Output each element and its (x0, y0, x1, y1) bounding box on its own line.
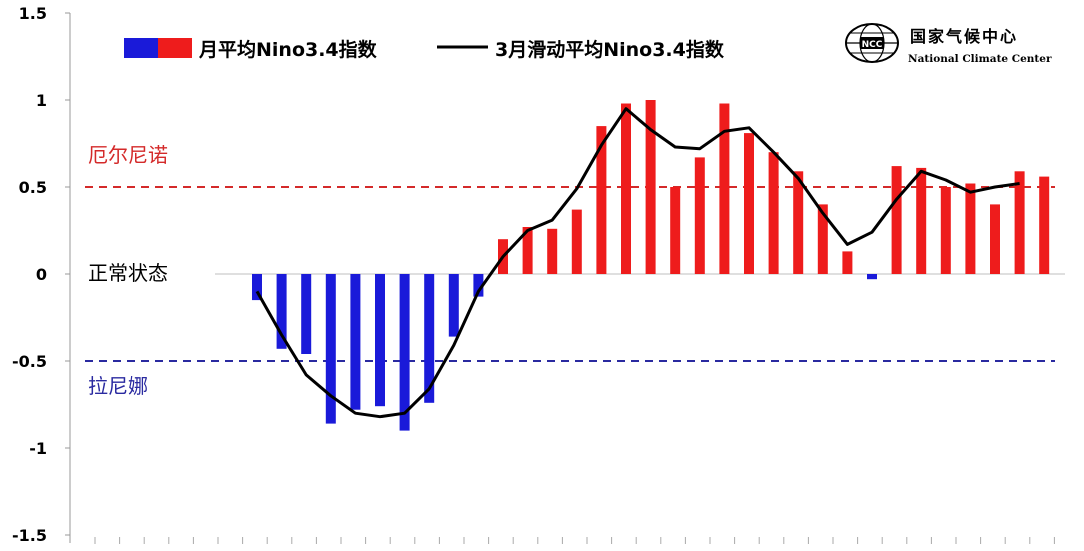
bar-2 (276, 274, 287, 349)
bar-30 (965, 183, 976, 274)
y-tick-label: -1 (29, 439, 47, 458)
y-tick-label: 0.5 (19, 178, 47, 197)
el-nino-label: 厄尔尼诺 (88, 143, 168, 167)
y-tick-label: -0.5 (12, 352, 47, 371)
legend: 月平均Nino3.4指数 3月滑动平均Nino3.4指数 (124, 38, 725, 61)
ncc-emblem-icon: NCC (845, 23, 899, 63)
legend-swatch-negative (124, 38, 158, 58)
bar-9 (448, 274, 459, 337)
bar-6 (375, 274, 385, 407)
bar-15 (596, 126, 607, 274)
y-tick-label: 1 (36, 91, 47, 110)
bar-25 (842, 251, 853, 274)
bar-20 (719, 103, 730, 274)
legend-running-label: 3月滑动平均Nino3.4指数 (495, 38, 725, 61)
bar-17 (645, 100, 656, 274)
logo-name-cn: 国家气候中心 (910, 27, 1018, 46)
bar-26 (867, 274, 877, 280)
ncc-logo: NCC 国家气候中心 National Climate Center (845, 23, 1052, 65)
bar-33 (1039, 176, 1050, 274)
bar-27 (891, 166, 902, 274)
y-tick-label: 1.5 (19, 4, 47, 23)
running-mean-line (255, 107, 1020, 419)
bar-3 (301, 274, 312, 354)
logo-name-en: National Climate Center (908, 53, 1052, 65)
bar-12 (522, 227, 533, 274)
bar-4 (325, 274, 336, 424)
bar-19 (694, 157, 705, 274)
bar-23 (793, 171, 804, 274)
bar-28 (916, 167, 927, 274)
bar-18 (670, 187, 681, 274)
bar-14 (571, 209, 582, 274)
legend-swatch-positive (158, 38, 192, 58)
bar-10 (473, 274, 484, 297)
la-nina-label: 拉尼娜 (88, 374, 148, 398)
neutral-label: 正常状态 (88, 261, 168, 285)
bar-5 (350, 274, 361, 410)
legend-monthly-label: 月平均Nino3.4指数 (198, 38, 378, 61)
bar-29 (940, 187, 951, 274)
bar-24 (817, 204, 828, 274)
bar-8 (424, 274, 435, 403)
emblem-text: NCC (862, 40, 883, 50)
bar-22 (768, 152, 779, 274)
bar-31 (990, 204, 1000, 274)
bar-1 (252, 274, 262, 301)
bar-32 (1014, 171, 1025, 274)
bar-13 (547, 228, 558, 274)
bar-16 (621, 103, 631, 274)
bar-21 (744, 133, 754, 274)
y-tick-label: 0 (36, 265, 47, 284)
bar-7 (399, 274, 410, 431)
y-tick-label: -1.5 (12, 526, 47, 545)
